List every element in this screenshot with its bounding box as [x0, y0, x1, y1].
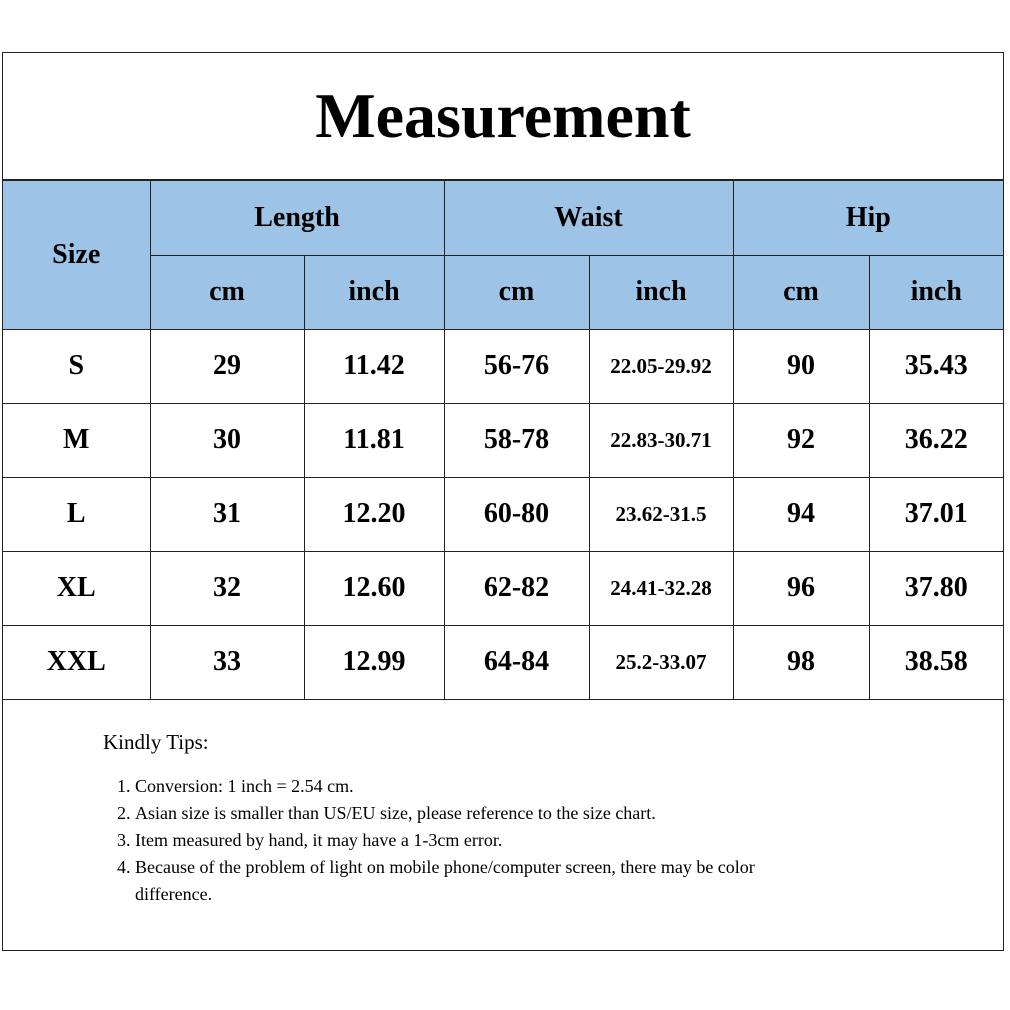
value-cell: 37.80	[868, 550, 1003, 626]
value-cell: 22.05-29.92	[588, 328, 734, 404]
header-row-groups: Size Length Waist Hip	[3, 181, 1003, 330]
size-cell: XL	[3, 550, 151, 626]
size-chart: Measurement Size Length Waist Hip cm inc…	[2, 52, 1004, 951]
header-hip: Hip	[732, 181, 1003, 256]
header-unit: cm	[150, 254, 305, 330]
page-title: Measurement	[3, 53, 1003, 181]
table-row: XXL 33 12.99 64-84 25.2-33.07 98 38.58	[3, 624, 1003, 700]
header-row-units: cm inch cm inch cm inch	[3, 254, 1003, 330]
size-cell: XXL	[3, 624, 151, 700]
value-cell: 92	[732, 402, 870, 478]
value-cell: 23.62-31.5	[588, 476, 734, 552]
header-unit: cm	[732, 254, 870, 330]
value-cell: 38.58	[868, 624, 1003, 700]
header-unit: inch	[303, 254, 445, 330]
value-cell: 94	[732, 476, 870, 552]
measurement-table: Size Length Waist Hip cm inch cm inch cm…	[3, 181, 1003, 700]
value-cell: 11.42	[303, 328, 445, 404]
value-cell: 62-82	[443, 550, 590, 626]
value-cell: 25.2-33.07	[588, 624, 734, 700]
value-cell: 60-80	[443, 476, 590, 552]
value-cell: 22.83-30.71	[588, 402, 734, 478]
size-cell: M	[3, 402, 151, 478]
value-cell: 58-78	[443, 402, 590, 478]
table-row: S 29 11.42 56-76 22.05-29.92 90 35.43	[3, 328, 1003, 404]
size-cell: S	[3, 328, 151, 404]
header-unit: cm	[443, 254, 590, 330]
value-cell: 12.99	[303, 624, 445, 700]
value-cell: 96	[732, 550, 870, 626]
tips-section: Kindly Tips: Conversion: 1 inch = 2.54 c…	[3, 700, 1003, 908]
value-cell: 56-76	[443, 328, 590, 404]
tip-item: Because of the problem of light on mobil…	[135, 854, 835, 908]
value-cell: 12.60	[303, 550, 445, 626]
value-cell: 11.81	[303, 402, 445, 478]
tip-item: Item measured by hand, it may have a 1-3…	[135, 827, 835, 854]
value-cell: 29	[149, 328, 305, 404]
value-cell: 31	[149, 476, 305, 552]
value-cell: 90	[732, 328, 870, 404]
value-cell: 33	[149, 624, 305, 700]
tip-item: Conversion: 1 inch = 2.54 cm.	[135, 773, 835, 800]
value-cell: 24.41-32.28	[588, 550, 734, 626]
value-cell: 37.01	[868, 476, 1003, 552]
header-size: Size	[3, 181, 151, 330]
table-row: M 30 11.81 58-78 22.83-30.71 92 36.22	[3, 402, 1003, 478]
header-waist: Waist	[443, 181, 734, 256]
size-cell: L	[3, 476, 151, 552]
header-length: Length	[149, 181, 445, 256]
value-cell: 30	[149, 402, 305, 478]
header-unit: inch	[588, 254, 734, 330]
value-cell: 36.22	[868, 402, 1003, 478]
value-cell: 12.20	[303, 476, 445, 552]
value-cell: 64-84	[443, 624, 590, 700]
table-row: L 31 12.20 60-80 23.62-31.5 94 37.01	[3, 476, 1003, 552]
tips-list: Conversion: 1 inch = 2.54 cm.Asian size …	[103, 773, 835, 908]
value-cell: 32	[149, 550, 305, 626]
header-unit: inch	[868, 254, 1003, 330]
table-row: XL 32 12.60 62-82 24.41-32.28 96 37.80	[3, 550, 1003, 626]
tip-item: Asian size is smaller than US/EU size, p…	[135, 800, 835, 827]
value-cell: 98	[732, 624, 870, 700]
value-cell: 35.43	[868, 328, 1003, 404]
tips-title: Kindly Tips:	[103, 729, 209, 754]
